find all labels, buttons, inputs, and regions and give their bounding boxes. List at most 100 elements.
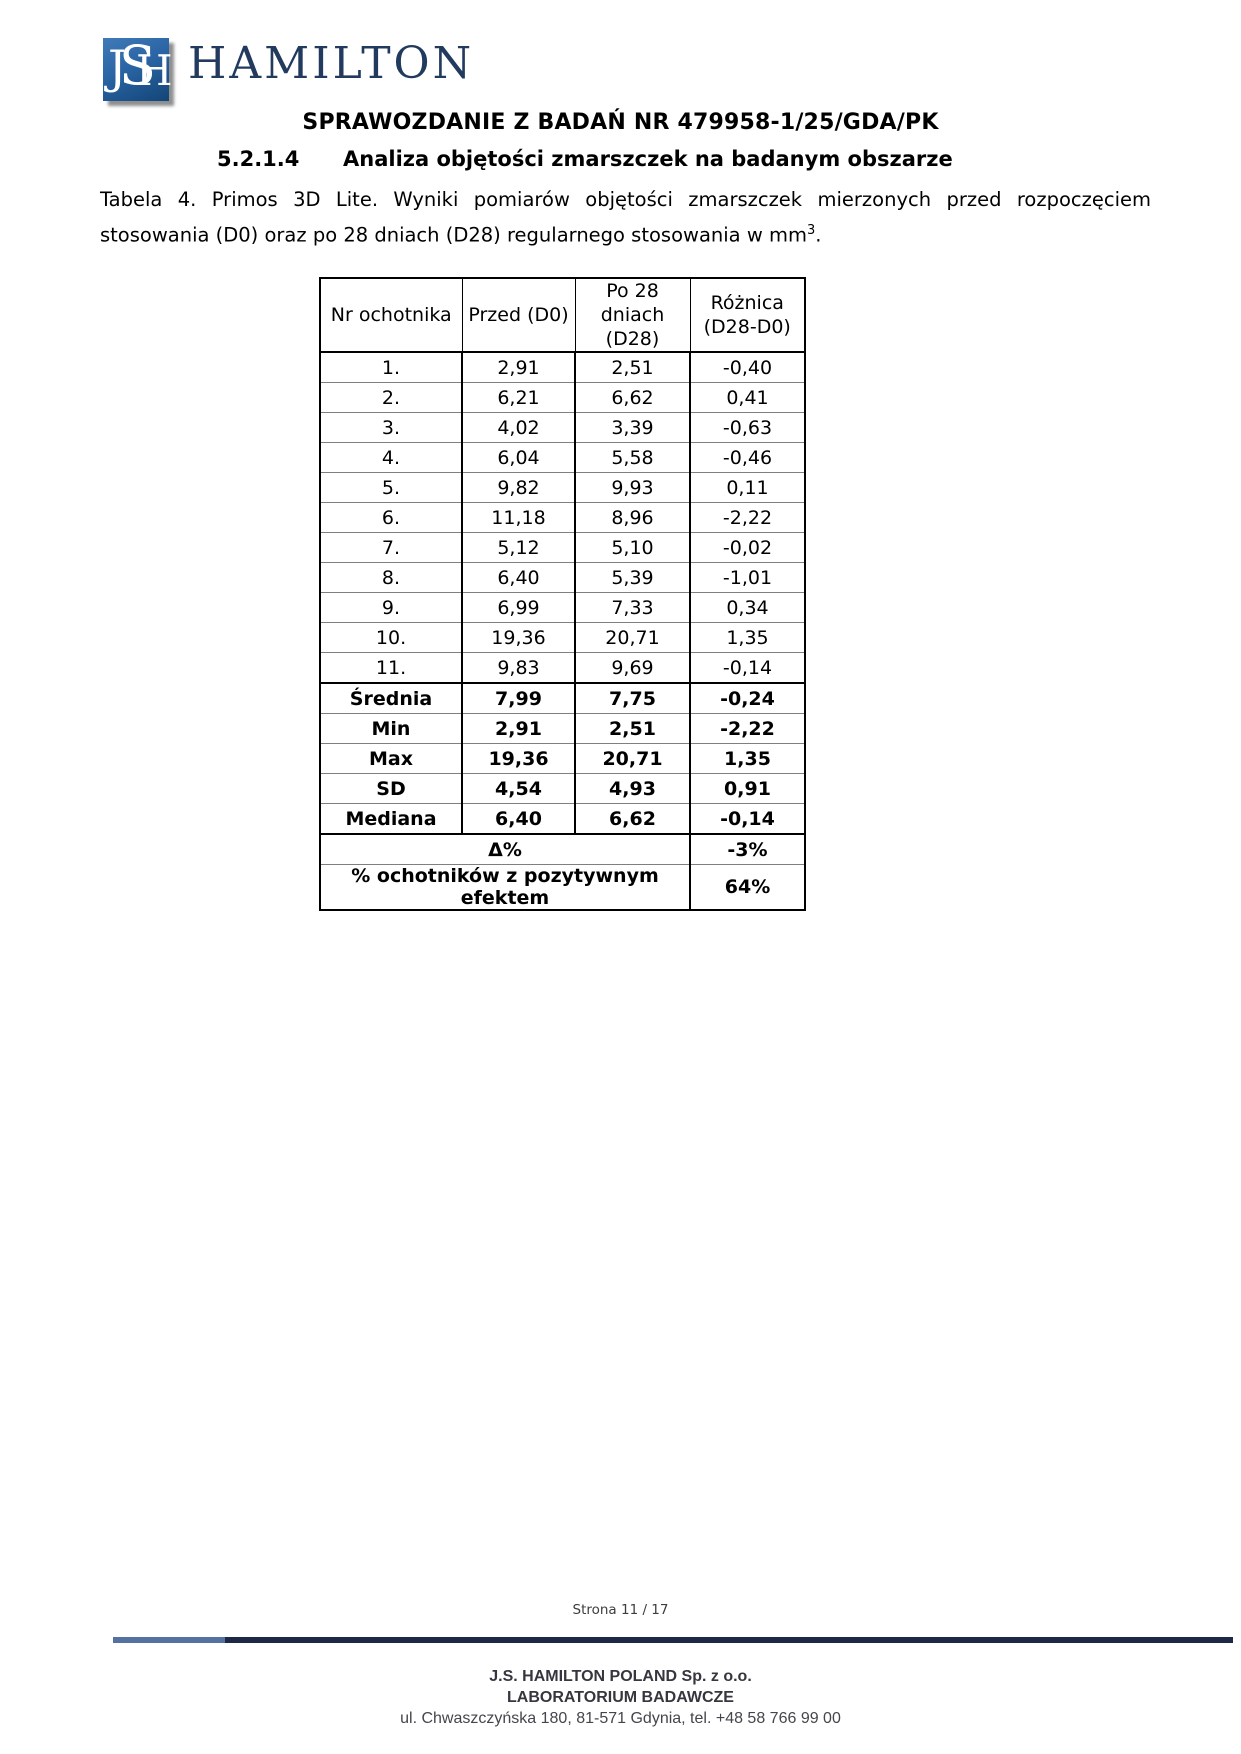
table-header-row: Nr ochotnika Przed (D0) Po 28 dniach (D2…: [319, 277, 806, 353]
table-cell: 0,34: [689, 592, 806, 623]
table-body-volunteers: 1. 2,91 2,51 -0,40 2. 6,21 6,62 0,41 3. 4,02 3,39-…: [319, 351, 806, 684]
header-before-d0: Przed (D0): [461, 277, 576, 353]
table-row: 4. 6,04 5,58 -0,46: [319, 442, 806, 473]
table-cell: 5,10: [574, 532, 691, 563]
table-cell: 7.: [319, 532, 463, 563]
report-title: SPRAWOZDANIE Z BADAŃ NR 479958-1/25/GDA/…: [302, 110, 939, 135]
table-row: SD 4,54 4,93 0,91: [319, 773, 806, 804]
table-cell: 7,99: [461, 682, 576, 714]
table-cell: 5,58: [574, 442, 691, 473]
table-cell: -0,14: [689, 803, 806, 835]
positive-effect-label: % ochotników z pozytywnym efektem: [319, 864, 691, 911]
table-cell: 9,82: [461, 472, 576, 503]
delta-percent-row: Δ% -3%: [319, 833, 806, 865]
table-row: 5. 9,82 9,93 0,11: [319, 472, 806, 503]
table-row: Średnia 7,99 7,75 -0,24: [319, 682, 806, 714]
footer-company-name: J.S. HAMILTON POLAND Sp. z o.o.: [489, 1668, 752, 1685]
table-cell: 4,02: [461, 412, 576, 443]
table-cell: 5,39: [574, 562, 691, 593]
caption-line-1: Tabela 4. Primos 3D Lite. Wyniki pomiaró…: [100, 188, 1151, 211]
table-cell: 8,96: [574, 502, 691, 533]
footer-divider-bar-accent: [113, 1637, 225, 1643]
table-cell: -0,40: [689, 351, 806, 383]
section-title: Analiza objętości zmarszczek na badanym …: [343, 147, 953, 171]
table-cell: -0,02: [689, 532, 806, 563]
table-cell: Mediana: [319, 803, 463, 835]
page-number: Strona 11 / 17: [572, 1602, 669, 1618]
table-cell: 2,91: [461, 713, 576, 744]
table-row: 2. 6,21 6,62 0,41: [319, 382, 806, 413]
table-cell: Max: [319, 743, 463, 774]
table-cell: 9.: [319, 592, 463, 623]
table-cell: -0,46: [689, 442, 806, 473]
positive-effect-value: 64%: [689, 864, 806, 911]
footer-company-block: J.S. HAMILTON POLAND Sp. z o.o. LABORATO…: [0, 1666, 1241, 1729]
results-table: Nr ochotnika Przed (D0) Po 28 dniach (D2…: [319, 277, 806, 911]
table-cell: 2,91: [461, 351, 576, 383]
table-cell: 8.: [319, 562, 463, 593]
table-cell: 19,36: [461, 622, 576, 653]
table-cell: 3.: [319, 412, 463, 443]
table-row: 3. 4,02 3,39 -0,63: [319, 412, 806, 443]
table-cell: 6,62: [574, 382, 691, 413]
table-cell: -0,14: [689, 652, 806, 684]
table-caption: Tabela 4. Primos 3D Lite. Wyniki pomiaró…: [100, 184, 1151, 251]
table-cell: 10.: [319, 622, 463, 653]
footer-lab-name: LABORATORIUM BADAWCZE: [507, 1689, 734, 1706]
table-cell: 9,93: [574, 472, 691, 503]
section-number: 5.2.1.4: [217, 147, 300, 171]
table-row: 7. 5,12 5,10 -0,02: [319, 532, 806, 563]
caption-superscript: 3: [806, 223, 816, 238]
table-cell: 2,51: [574, 713, 691, 744]
table-row: 8. 6,40 5,39 -1,01: [319, 562, 806, 593]
table-cell: 5,12: [461, 532, 576, 563]
table-cell: 0,91: [689, 773, 806, 804]
table-cell: 6,99: [461, 592, 576, 623]
table-cell: 6.: [319, 502, 463, 533]
table-cell: 19,36: [461, 743, 576, 774]
table-cell: -0,63: [689, 412, 806, 443]
table-cell: 4.: [319, 442, 463, 473]
table-cell: 4,54: [461, 773, 576, 804]
table-cell: 11.: [319, 652, 463, 684]
footer-divider-bar: [113, 1637, 1233, 1643]
table-cell: 0,11: [689, 472, 806, 503]
company-logo-icon: J S H: [103, 34, 173, 101]
header-after-d28: Po 28 dniach (D28): [574, 277, 691, 353]
table-cell: 1,35: [689, 622, 806, 653]
table-cell: 6,62: [574, 803, 691, 835]
table-row: Max 19,36 20,71 1,35: [319, 743, 806, 774]
caption-line-2: stosowania (D0) oraz po 28 dniach (D28) …: [100, 215, 1151, 251]
table-cell: Min: [319, 713, 463, 744]
table-cell: 6,40: [461, 803, 576, 835]
table-cell: 9,83: [461, 652, 576, 684]
table-cell: 1.: [319, 351, 463, 383]
table-body-totals: Δ% -3% % ochotników z pozytywnym efektem…: [319, 833, 806, 911]
section-heading: 5.2.1.4 Analiza objętości zmarszczek na …: [217, 147, 953, 171]
table-cell: 20,71: [574, 622, 691, 653]
table-cell: 11,18: [461, 502, 576, 533]
table-cell: 0,41: [689, 382, 806, 413]
table-cell: 3,39: [574, 412, 691, 443]
table-cell: 2.: [319, 382, 463, 413]
positive-effect-row: % ochotników z pozytywnym efektem 64%: [319, 864, 806, 911]
table-cell: 9,69: [574, 652, 691, 684]
caption-period: .: [815, 223, 822, 247]
table-cell: -2,22: [689, 713, 806, 744]
table-cell: 20,71: [574, 743, 691, 774]
delta-percent-value: -3%: [689, 833, 806, 865]
table-cell: 5.: [319, 472, 463, 503]
table-cell: 6,40: [461, 562, 576, 593]
table-cell: Średnia: [319, 682, 463, 714]
table-cell: 7,75: [574, 682, 691, 714]
table-header: Nr ochotnika Przed (D0) Po 28 dniach (D2…: [319, 277, 806, 353]
table-cell: 6,04: [461, 442, 576, 473]
logo-letter-s: S: [119, 34, 156, 97]
table-row: Min 2,91 2,51 -2,22: [319, 713, 806, 744]
table-cell: 7,33: [574, 592, 691, 623]
footer-address: ul. Chwaszczyńska 180, 81-571 Gdynia, te…: [400, 1710, 841, 1727]
table-row: 10. 19,36 20,71 1,35: [319, 622, 806, 653]
table-cell: SD: [319, 773, 463, 804]
table-cell: 6,21: [461, 382, 576, 413]
